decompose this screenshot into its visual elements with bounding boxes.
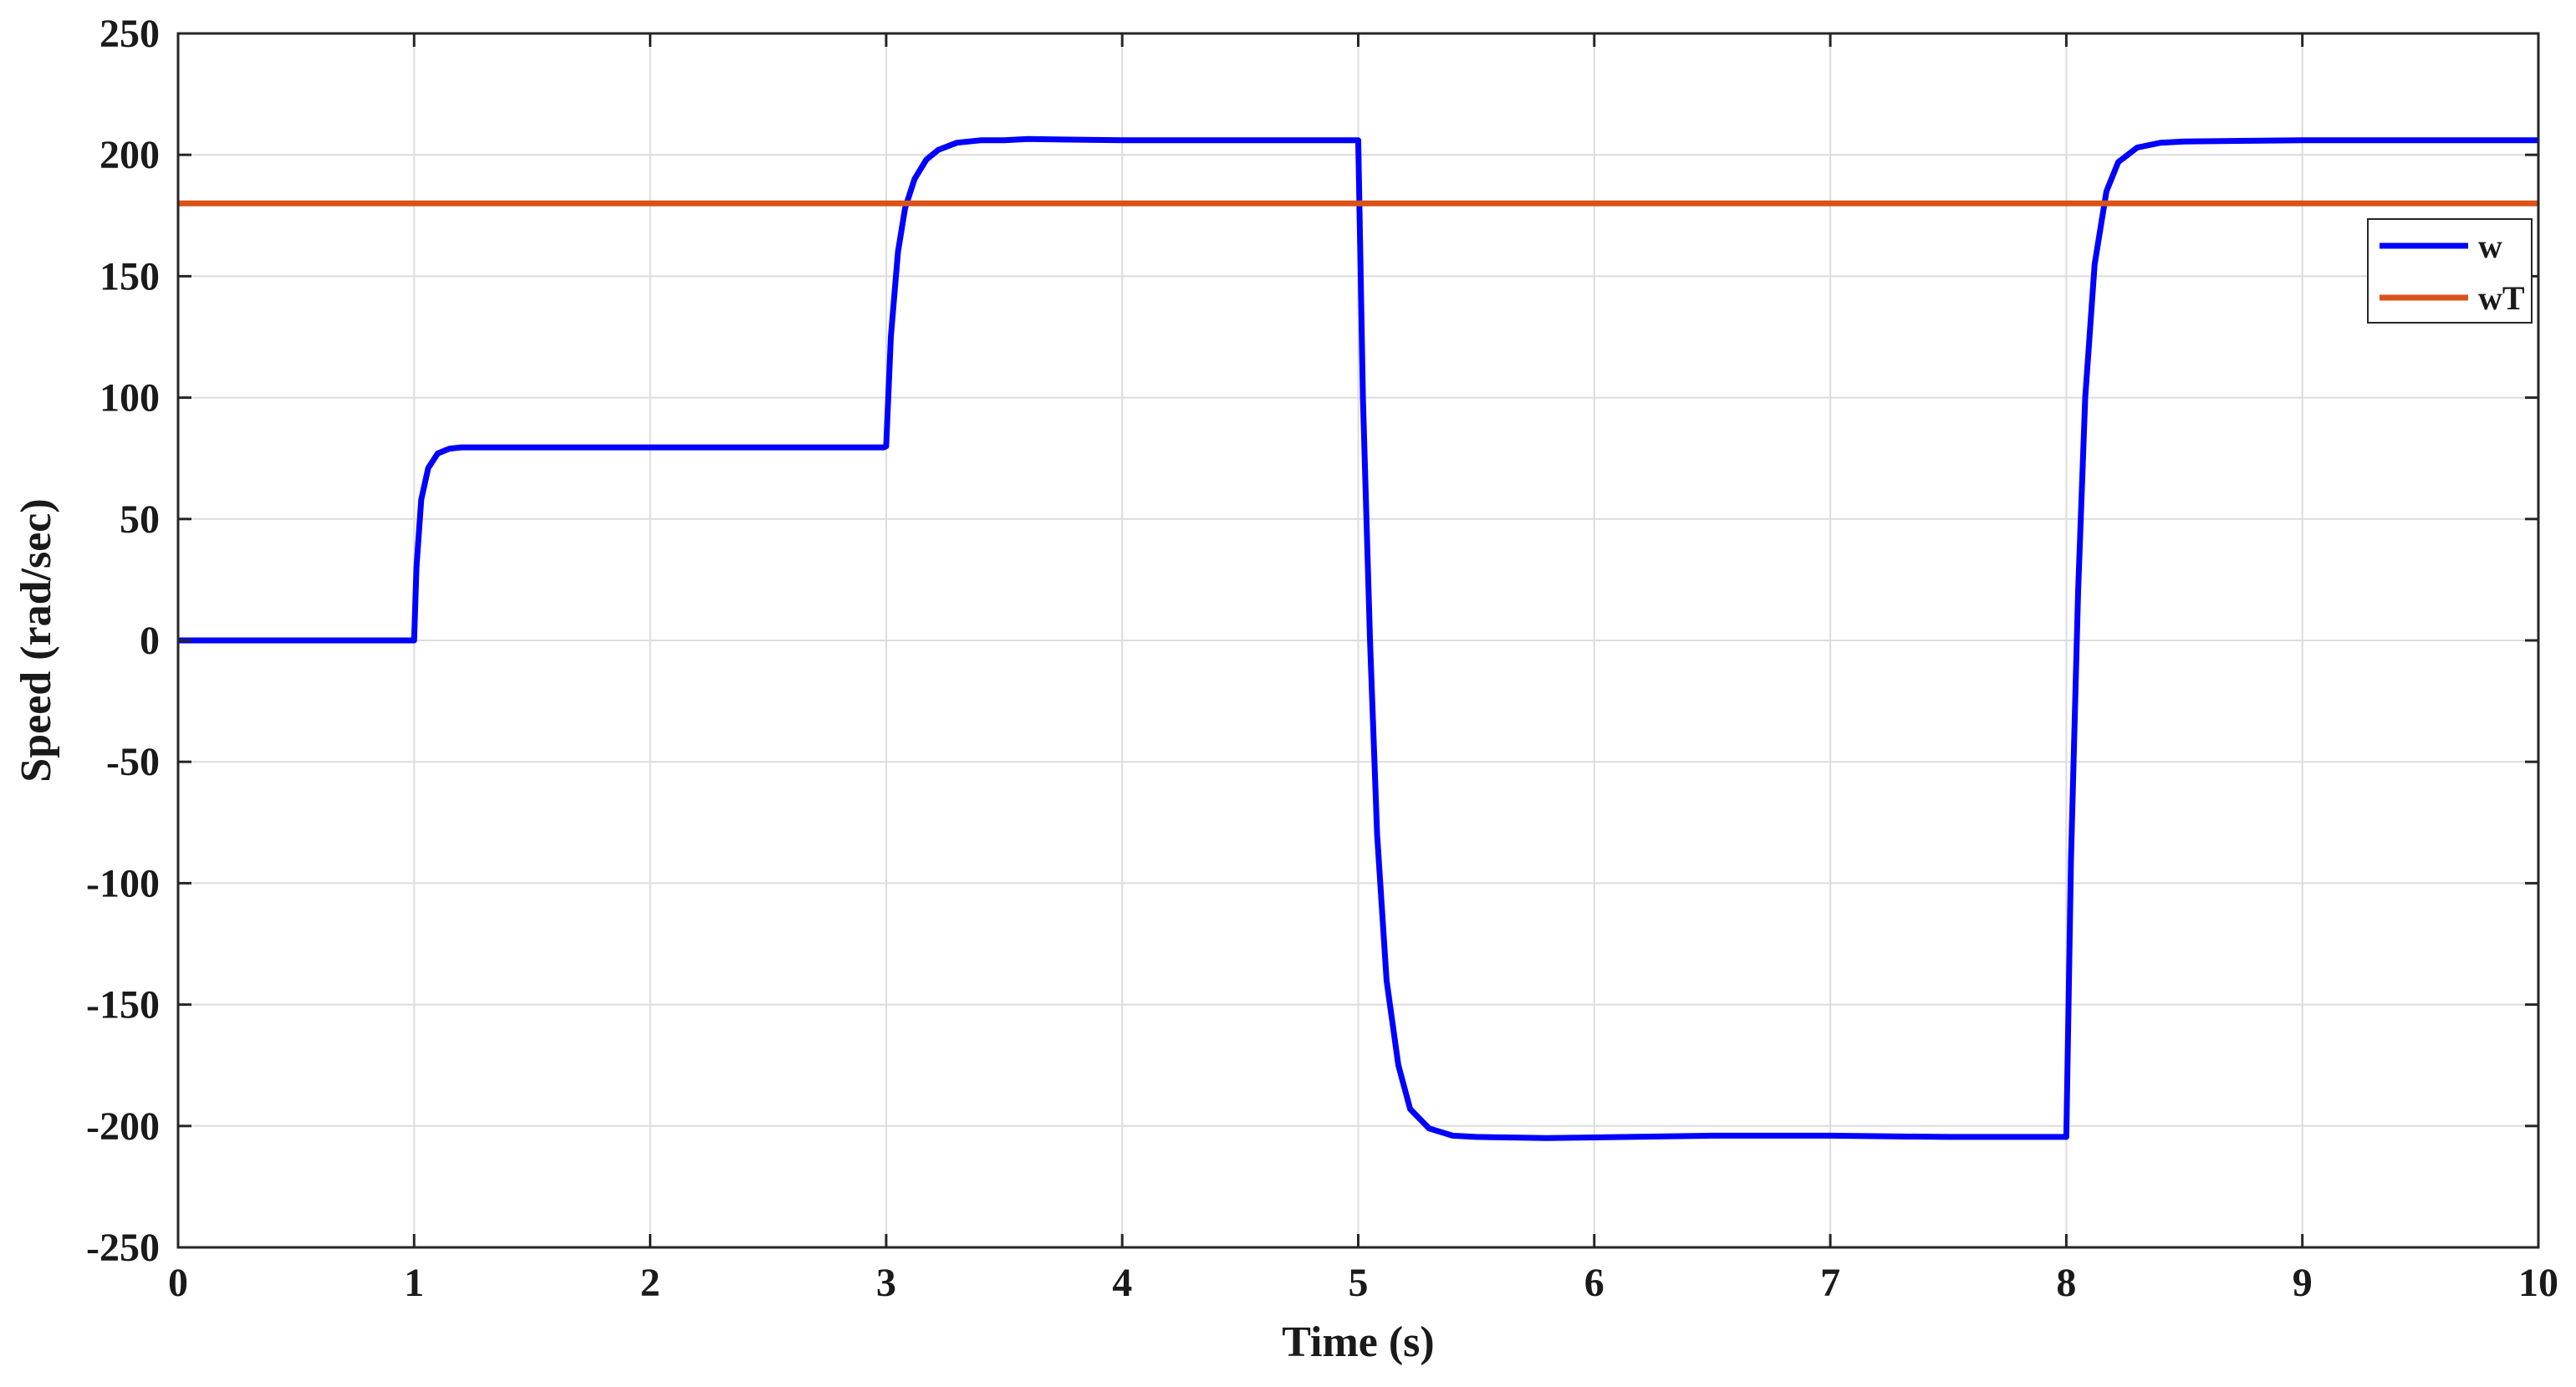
legend-box (2367, 218, 2533, 324)
x-tick-label: 7 (1820, 1261, 1840, 1305)
legend: w wT (2367, 218, 2533, 324)
y-tick-label: 100 (99, 376, 160, 421)
series-line-w (178, 135, 2538, 1141)
y-tick-label: -100 (86, 861, 160, 905)
series-layer (178, 135, 2538, 1141)
y-tick-label: 250 (99, 12, 160, 56)
legend-entry-label: w (2478, 227, 2502, 265)
x-tick-label: 6 (1584, 1261, 1604, 1305)
x-tick-label: 0 (168, 1261, 188, 1305)
y-tick-label: 200 (99, 133, 160, 177)
y-tick-label: 0 (140, 619, 160, 663)
legend-entry-label: wT (2478, 279, 2525, 317)
x-tick-label: 4 (1112, 1261, 1132, 1305)
x-tick-label: 10 (2518, 1261, 2558, 1305)
x-tick-label: 9 (2293, 1261, 2313, 1305)
y-tick-label: -50 (106, 740, 160, 784)
y-tick-label: 50 (120, 497, 160, 542)
x-tick-label: 2 (640, 1261, 661, 1305)
x-tick-label: 5 (1349, 1261, 1369, 1305)
x-axis-label: Time (s) (1282, 1318, 1434, 1366)
y-tick-label: 150 (99, 254, 160, 298)
y-axis-label: Speed (rad/sec) (13, 498, 60, 782)
y-tick-label: -200 (86, 1104, 160, 1149)
tick-labels: 0 1 2 3 4 5 6 7 8 9 10 250 200 150 100 50 0 -50 -100 -150 -2… (86, 12, 2558, 1305)
x-tick-label: 1 (404, 1261, 424, 1305)
y-tick-label: -150 (86, 983, 160, 1028)
x-tick-label: 3 (876, 1261, 896, 1305)
x-tick-label: 8 (2056, 1261, 2076, 1305)
ticks (176, 32, 2540, 1249)
y-tick-label: -250 (86, 1226, 160, 1270)
